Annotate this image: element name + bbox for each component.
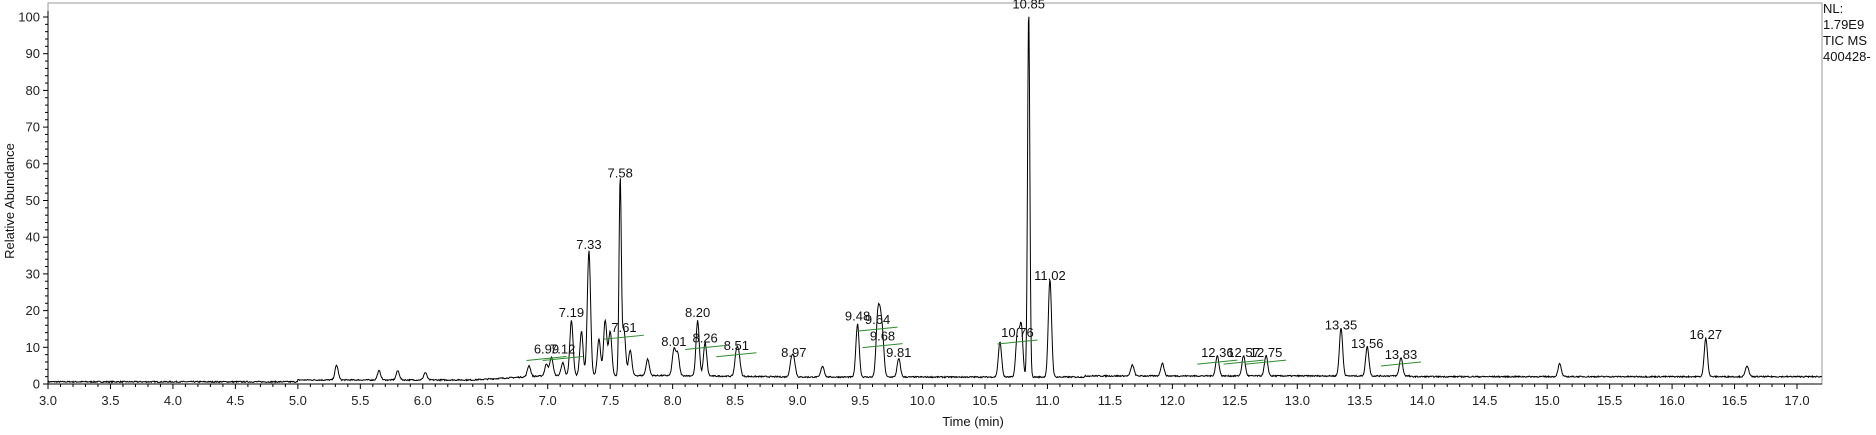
- info-line-1: NL:: [1823, 1, 1843, 16]
- integration-mark: [997, 339, 1038, 345]
- x-tick-label: 16.0: [1659, 393, 1684, 408]
- peak-label: 7.61: [611, 320, 636, 335]
- peak-label: 8.26: [692, 330, 717, 345]
- x-tick-label: 4.0: [164, 393, 182, 408]
- x-axis: 3.0 3.5 4.0 4.5 5.0 5.5 6.0 6.5 7.0 7.5 8.0 8.5 9.0 9…: [39, 383, 1822, 408]
- integration-mark: [685, 344, 726, 350]
- plot-frame: [47, 2, 1823, 385]
- x-tick-label: 3.0: [39, 393, 57, 408]
- y-tick-label: 30: [26, 266, 40, 281]
- x-tick-label: 13.5: [1347, 393, 1372, 408]
- peak-label: 8.97: [781, 345, 806, 360]
- peak-label: 10.85: [1012, 0, 1045, 11]
- y-tick-label: 20: [26, 303, 40, 318]
- x-axis-title: Time (min): [942, 414, 1004, 429]
- peak-label: 9.81: [886, 345, 911, 360]
- x-tick-label: 11.0: [1035, 393, 1059, 408]
- x-tick-label: 9.0: [789, 393, 807, 408]
- integration-mark: [1380, 361, 1422, 367]
- x-tick-label: 9.5: [851, 393, 869, 408]
- y-tick-label: 0: [33, 377, 40, 392]
- peak-label: 9.68: [870, 329, 895, 344]
- peak-label: 13.56: [1351, 336, 1384, 351]
- y-tick-label: 50: [26, 193, 40, 208]
- peak-labels: 6.997.12 7.19 7.33 7.58 7.61 8.01 8.20 8.26 8.51…: [534, 0, 1722, 362]
- peak-label: 12.57: [1227, 345, 1260, 360]
- trace-layer: [47, 16, 1823, 384]
- x-tick-label: 7.5: [601, 393, 619, 408]
- x-tick-label: 14.0: [1410, 393, 1435, 408]
- x-tick-label: 5.5: [351, 393, 369, 408]
- x-tick-label: 13.0: [1285, 393, 1310, 408]
- x-tick-label: 3.5: [101, 393, 119, 408]
- x-tick-label: 5.0: [289, 393, 307, 408]
- x-tick-label: 14.5: [1472, 393, 1497, 408]
- y-tick-label: 80: [26, 83, 40, 98]
- info-line-2: 1.79E9: [1823, 17, 1864, 32]
- peak-label: 11.02: [1034, 268, 1066, 283]
- x-tick-label: 8.5: [726, 393, 744, 408]
- peak-label: 8.20: [685, 305, 710, 320]
- x-tick-label: 4.5: [226, 393, 244, 408]
- peak-label: 12.36: [1201, 345, 1234, 360]
- x-tick-label: 7.0: [539, 393, 557, 408]
- x-tick-label: 15.0: [1534, 393, 1559, 408]
- integration-mark: [1246, 359, 1287, 365]
- peak-label: 13.83: [1385, 347, 1418, 362]
- peak-label: 9.48: [845, 308, 870, 323]
- integration-mark: [862, 343, 903, 349]
- y-tick-label: 40: [26, 230, 40, 245]
- tic-trace: [47, 16, 1823, 384]
- y-axis: 0 10 20 30 40 50 60 70 80 90 100: [18, 10, 49, 392]
- integration-mark: [716, 352, 757, 358]
- peak-label: 16.27: [1690, 327, 1723, 342]
- x-tick-label: 12.0: [1160, 393, 1185, 408]
- integration-mark: [526, 355, 567, 361]
- integration-mark: [603, 334, 644, 340]
- x-tick-label: 17.0: [1784, 393, 1809, 408]
- integration-mark: [1197, 359, 1238, 365]
- y-tick-label: 100: [18, 10, 40, 25]
- x-tick-label: 16.5: [1722, 393, 1747, 408]
- peak-label: 7.33: [576, 237, 601, 252]
- peak-label: 8.01: [661, 334, 686, 349]
- y-tick-label: 60: [26, 156, 40, 171]
- y-tick-label: 90: [26, 46, 40, 61]
- x-tick-label: 10.5: [972, 393, 997, 408]
- info-line-4: 400428-: [1823, 49, 1871, 64]
- x-tick-label: 11.5: [1098, 393, 1122, 408]
- integration-marks: [526, 326, 1422, 367]
- peak-label: 7.19: [559, 305, 584, 320]
- y-tick-label: 10: [26, 340, 40, 355]
- peak-label: 10.76: [1001, 325, 1034, 340]
- x-tick-label: 6.0: [414, 393, 432, 408]
- integration-mark: [542, 355, 583, 361]
- peak-label: 7.58: [608, 165, 633, 180]
- peak-label: 13.35: [1325, 318, 1358, 333]
- x-tick-label: 10.0: [910, 393, 935, 408]
- integration-mark: [857, 326, 898, 332]
- peak-label: 9.64: [865, 312, 890, 327]
- info-line-3: TIC MS: [1823, 33, 1867, 48]
- peak-label: 7.12: [550, 341, 575, 356]
- peak-label: 12.75: [1250, 345, 1283, 360]
- peak-label: 8.51: [724, 338, 749, 353]
- plot-border: [47, 2, 1823, 385]
- x-tick-label: 15.5: [1597, 393, 1622, 408]
- x-tick-label: 12.5: [1222, 393, 1247, 408]
- peak-label: 6.99: [534, 341, 559, 356]
- integration-mark: [1223, 359, 1264, 365]
- x-tick-label: 8.0: [664, 393, 682, 408]
- y-axis-title: Relative Abundance: [2, 143, 17, 259]
- x-tick-label: 6.5: [476, 393, 494, 408]
- y-tick-label: 70: [26, 120, 40, 135]
